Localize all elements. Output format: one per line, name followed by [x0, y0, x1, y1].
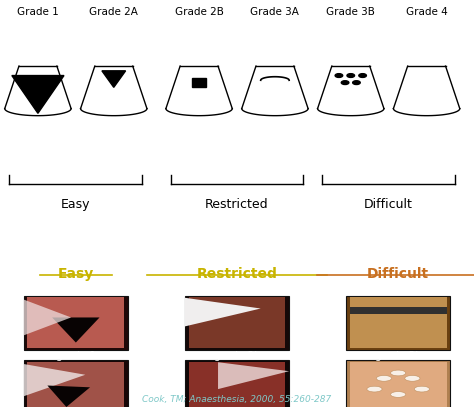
Circle shape [391, 392, 406, 397]
Bar [350, 307, 447, 314]
Bar [27, 298, 124, 348]
Bar [24, 296, 128, 350]
Text: Grade 3B: Grade 3B [326, 7, 375, 17]
Text: Cook, TM; Anaesthesia, 2000, 55:260-287: Cook, TM; Anaesthesia, 2000, 55:260-287 [142, 395, 332, 404]
Text: CORMACK-LEHANE CLASSIFICATION: CORMACK-LEHANE CLASSIFICATION [91, 233, 383, 248]
Text: COOK MODIFICATION: COOK MODIFICATION [150, 249, 324, 265]
Bar [27, 362, 124, 407]
Bar [24, 361, 128, 407]
Circle shape [405, 376, 420, 381]
Bar [189, 362, 285, 407]
Text: Easy: Easy [61, 198, 91, 211]
Polygon shape [185, 298, 261, 326]
Circle shape [391, 370, 406, 376]
Text: Grade 1: Grade 1 [17, 7, 59, 17]
Text: Grade 4: Grade 4 [406, 7, 447, 17]
Text: Grade 2B: Grade 2B [174, 7, 224, 17]
Text: Grade 3A: Grade 3A [250, 7, 300, 17]
Polygon shape [24, 364, 85, 396]
Bar [185, 296, 289, 350]
Bar [350, 362, 447, 407]
Text: Difficult: Difficult [367, 267, 429, 281]
Circle shape [414, 386, 429, 392]
Text: Easy: Easy [58, 267, 94, 281]
Circle shape [347, 74, 355, 77]
Bar [189, 298, 285, 348]
Bar [185, 361, 289, 407]
Polygon shape [52, 317, 100, 343]
Bar [350, 362, 447, 407]
Bar [346, 361, 450, 407]
Text: grade 3b: grade 3b [375, 352, 421, 361]
Text: grade 1: grade 1 [56, 352, 96, 361]
Text: grade 2b: grade 2b [214, 352, 260, 361]
Text: Restricted: Restricted [197, 267, 277, 281]
Circle shape [376, 376, 392, 381]
Polygon shape [102, 71, 126, 88]
Circle shape [335, 74, 343, 77]
Text: Restricted: Restricted [205, 198, 269, 211]
Polygon shape [24, 300, 71, 335]
Bar [350, 298, 447, 348]
Polygon shape [218, 362, 289, 389]
Circle shape [359, 74, 366, 77]
Polygon shape [192, 78, 206, 88]
Circle shape [341, 81, 349, 85]
Circle shape [367, 386, 382, 392]
Bar [346, 296, 450, 350]
Polygon shape [47, 385, 90, 407]
Circle shape [353, 81, 360, 85]
Text: Grade 2A: Grade 2A [89, 7, 138, 17]
Polygon shape [12, 76, 64, 113]
Text: Difficult: Difficult [364, 198, 413, 211]
